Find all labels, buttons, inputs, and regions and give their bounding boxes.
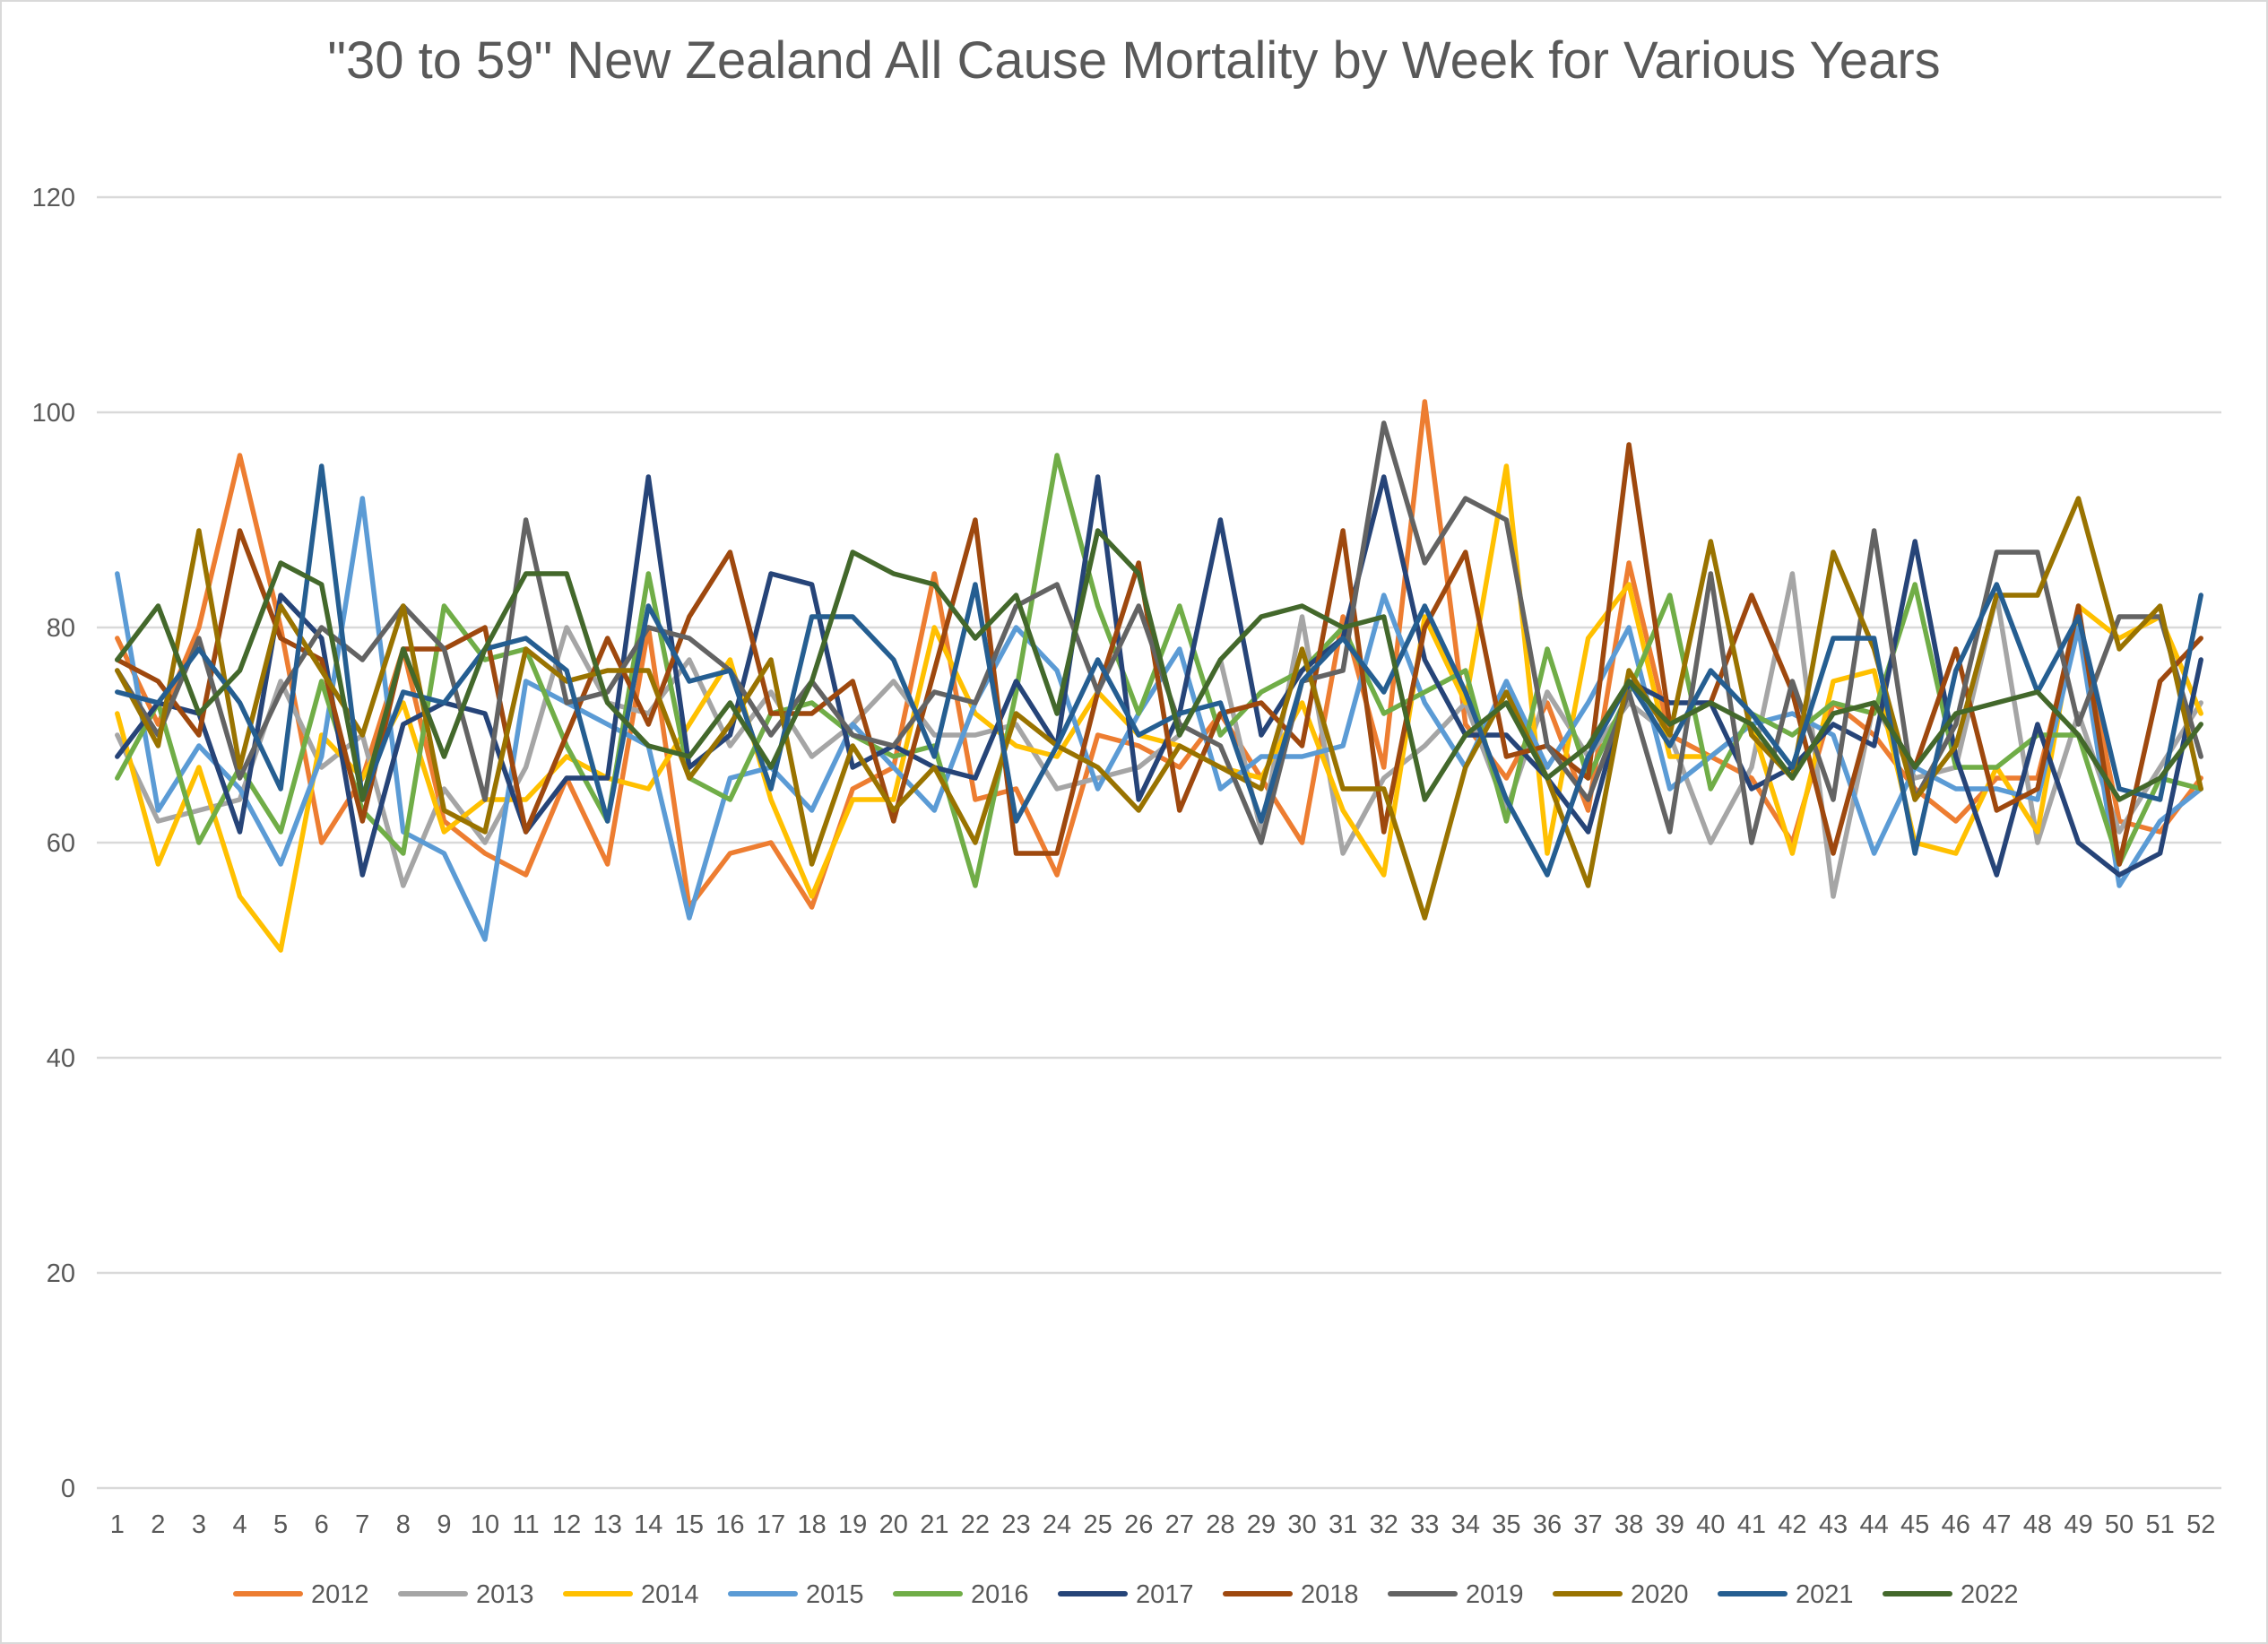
x-tick-label: 5 xyxy=(273,1510,288,1539)
y-tick-label: 20 xyxy=(47,1259,75,1288)
chart-title: "30 to 59" New Zealand All Cause Mortali… xyxy=(327,31,1941,90)
y-tick-label: 100 xyxy=(32,399,75,428)
x-tick-label: 28 xyxy=(1206,1510,1234,1539)
x-tick-label: 6 xyxy=(315,1510,329,1539)
x-tick-label: 37 xyxy=(1573,1510,1602,1539)
x-tick-label: 24 xyxy=(1043,1510,1071,1539)
x-tick-label: 13 xyxy=(593,1510,622,1539)
x-tick-label: 38 xyxy=(1614,1510,1643,1539)
legend-label-2014: 2014 xyxy=(641,1580,699,1609)
x-tick-label: 47 xyxy=(1982,1510,2011,1539)
x-tick-label: 48 xyxy=(2023,1510,2052,1539)
x-tick-label: 12 xyxy=(552,1510,581,1539)
x-tick-label: 27 xyxy=(1165,1510,1194,1539)
legend-label-2019: 2019 xyxy=(1466,1580,1524,1609)
legend-label-2018: 2018 xyxy=(1301,1580,1359,1609)
x-tick-label: 30 xyxy=(1287,1510,1316,1539)
x-tick-label: 7 xyxy=(355,1510,369,1539)
x-tick-label: 52 xyxy=(2186,1510,2215,1539)
x-tick-label: 14 xyxy=(634,1510,662,1539)
x-tick-label: 45 xyxy=(1900,1510,1929,1539)
legend-label-2020: 2020 xyxy=(1631,1580,1689,1609)
x-tick-label: 20 xyxy=(879,1510,908,1539)
x-tick-label: 35 xyxy=(1492,1510,1520,1539)
x-tick-label: 16 xyxy=(715,1510,744,1539)
x-tick-label: 51 xyxy=(2146,1510,2175,1539)
x-tick-label: 49 xyxy=(2064,1510,2092,1539)
series-line-2019 xyxy=(115,420,2203,845)
series-line-2018 xyxy=(115,442,2203,867)
x-tick-label: 25 xyxy=(1084,1510,1112,1539)
series-line-2021 xyxy=(115,463,2203,878)
series-lines xyxy=(115,399,2203,953)
x-tick-label: 18 xyxy=(797,1510,826,1539)
x-tick-label: 31 xyxy=(1329,1510,1357,1539)
y-axis-tick-labels: 0 20 40 60 80 100 120 xyxy=(32,184,75,1503)
x-tick-label: 50 xyxy=(2105,1510,2134,1539)
x-tick-label: 34 xyxy=(1451,1510,1480,1539)
x-tick-label: 10 xyxy=(471,1510,499,1539)
legend-label-2013: 2013 xyxy=(476,1580,534,1609)
x-tick-label: 15 xyxy=(675,1510,704,1539)
x-tick-label: 8 xyxy=(396,1510,411,1539)
legend-label-2021: 2021 xyxy=(1796,1580,1854,1609)
x-tick-label: 22 xyxy=(961,1510,990,1539)
x-tick-label: 23 xyxy=(1001,1510,1030,1539)
x-tick-label: 21 xyxy=(920,1510,948,1539)
legend-label-2016: 2016 xyxy=(971,1580,1029,1609)
y-tick-label: 60 xyxy=(47,829,75,858)
x-tick-label: 9 xyxy=(437,1510,451,1539)
x-tick-label: 40 xyxy=(1696,1510,1725,1539)
x-tick-label: 39 xyxy=(1656,1510,1684,1539)
series-line-2020 xyxy=(115,496,2203,921)
y-tick-label: 80 xyxy=(47,614,75,643)
x-tick-label: 43 xyxy=(1819,1510,1848,1539)
x-tick-label: 42 xyxy=(1778,1510,1806,1539)
x-tick-label: 1 xyxy=(110,1510,125,1539)
y-tick-label: 120 xyxy=(32,184,75,212)
legend-label-2022: 2022 xyxy=(1961,1580,2019,1609)
x-tick-label: 4 xyxy=(232,1510,247,1539)
y-tick-label: 40 xyxy=(47,1044,75,1073)
x-tick-label: 17 xyxy=(757,1510,785,1539)
x-tick-label: 11 xyxy=(513,1510,540,1539)
legend: 2012 2013 2014 2015 2016 2017 2018 2019 2020 2021… xyxy=(233,1580,2019,1609)
x-tick-label: 36 xyxy=(1533,1510,1562,1539)
y-tick-label: 0 xyxy=(61,1475,75,1503)
x-tick-label: 46 xyxy=(1942,1510,1970,1539)
x-tick-label: 19 xyxy=(838,1510,867,1539)
legend-label-2012: 2012 xyxy=(311,1580,369,1609)
x-tick-label: 29 xyxy=(1247,1510,1276,1539)
x-tick-label: 41 xyxy=(1737,1510,1766,1539)
x-tick-label: 26 xyxy=(1124,1510,1153,1539)
gridlines xyxy=(97,195,2221,1490)
x-tick-label: 32 xyxy=(1370,1510,1398,1539)
x-tick-label: 2 xyxy=(151,1510,165,1539)
x-axis-tick-labels: 1 2 3 4 5 6 7 8 9 10 11 12 13 14 15 16 17 18 19 20 21 22 23 24 2… xyxy=(110,1510,2216,1539)
series-line-2022 xyxy=(115,528,2203,802)
legend-label-2017: 2017 xyxy=(1136,1580,1194,1609)
x-tick-label: 33 xyxy=(1410,1510,1439,1539)
legend-label-2015: 2015 xyxy=(806,1580,864,1609)
x-tick-label: 3 xyxy=(192,1510,206,1539)
x-tick-label: 44 xyxy=(1859,1510,1888,1539)
